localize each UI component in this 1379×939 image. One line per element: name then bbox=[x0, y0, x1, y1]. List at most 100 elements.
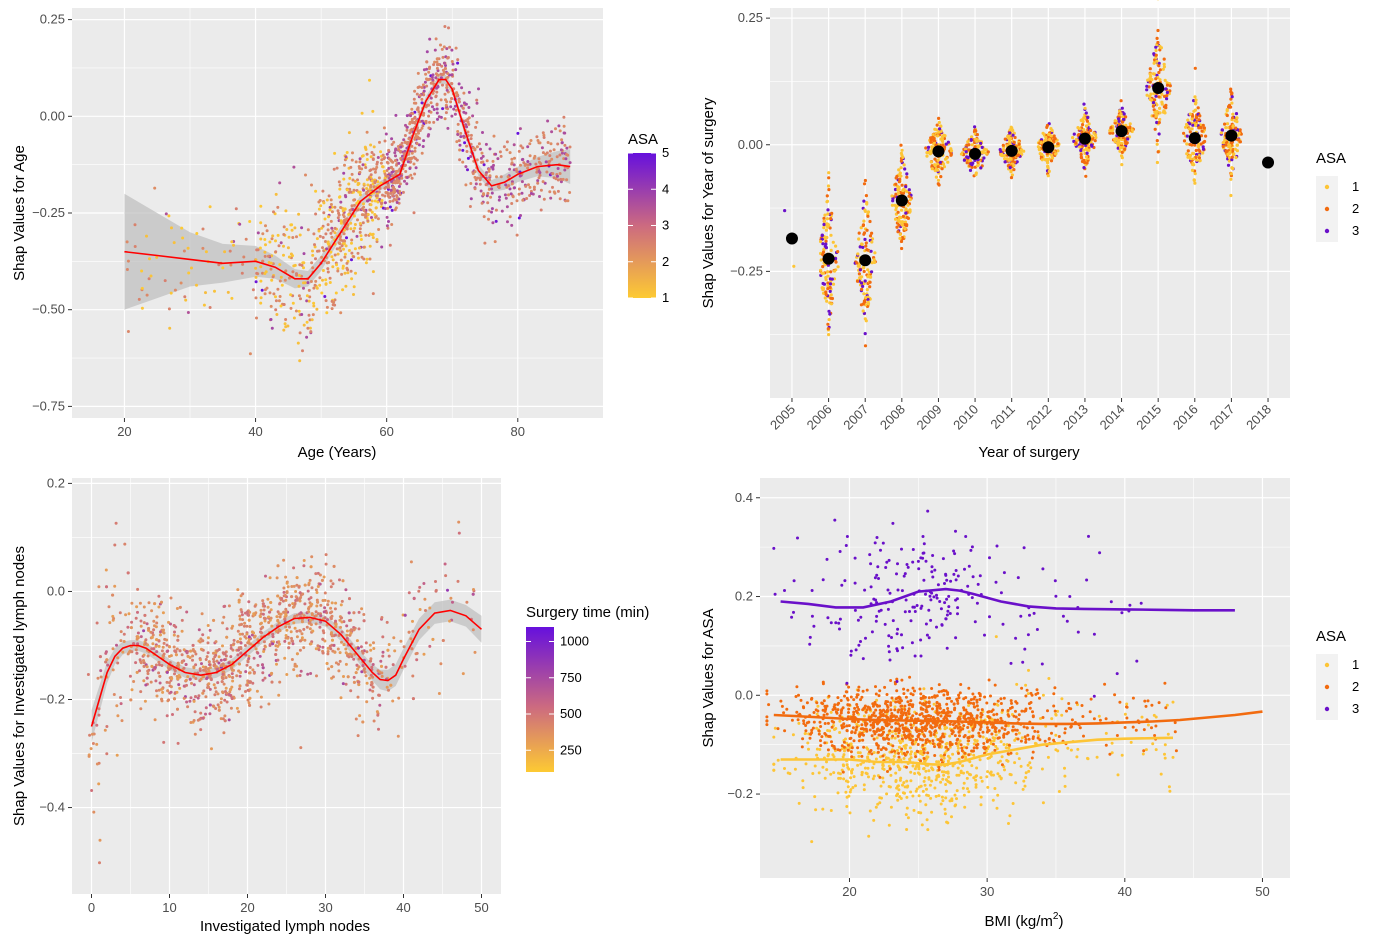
point-year-2016 bbox=[1185, 134, 1189, 138]
point-year-2014 bbox=[1108, 129, 1112, 133]
point-year-2014 bbox=[1130, 128, 1134, 132]
point-lymph bbox=[139, 707, 143, 711]
point-lymph bbox=[298, 612, 302, 616]
point-asa-1 bbox=[887, 823, 891, 827]
point-year-2013 bbox=[1089, 128, 1093, 133]
point-year-2017 bbox=[1238, 140, 1242, 144]
point-lymph bbox=[201, 675, 205, 679]
point-age bbox=[229, 263, 233, 267]
point-lymph bbox=[422, 652, 426, 656]
point-year-2008 bbox=[897, 187, 901, 191]
legend-key-1 bbox=[1324, 184, 1330, 190]
point-age bbox=[137, 297, 141, 301]
point-lymph bbox=[443, 562, 447, 566]
point-age bbox=[464, 165, 468, 169]
panel-year-bg bbox=[770, 8, 1290, 398]
point-age bbox=[287, 235, 291, 239]
point-age bbox=[473, 187, 477, 191]
point-age bbox=[263, 250, 267, 254]
point-age bbox=[379, 150, 383, 154]
point-asa-1 bbox=[860, 770, 864, 774]
point-lymph bbox=[208, 703, 212, 707]
point-lymph bbox=[266, 597, 270, 601]
point-age bbox=[405, 114, 409, 118]
point-year-2017 bbox=[1221, 141, 1225, 145]
point-lymph bbox=[223, 651, 227, 655]
point-year-2006 bbox=[826, 274, 830, 278]
point-age bbox=[450, 60, 454, 63]
point-age bbox=[350, 258, 353, 262]
point-year-2015 bbox=[1161, 67, 1165, 71]
point-year-2009 bbox=[942, 165, 947, 169]
point-lymph bbox=[92, 810, 96, 814]
point-lymph bbox=[252, 656, 256, 660]
point-lymph bbox=[411, 619, 414, 623]
point-year-2008 bbox=[903, 227, 907, 231]
point-age bbox=[336, 252, 340, 256]
point-lymph bbox=[330, 665, 334, 669]
point-lymph bbox=[239, 641, 243, 645]
point-year-2009 bbox=[944, 156, 949, 160]
point-year-2015 bbox=[1158, 78, 1162, 82]
point-lymph bbox=[334, 661, 338, 665]
point-year-2017 bbox=[1238, 128, 1242, 132]
point-year-2010 bbox=[979, 166, 983, 170]
point-lymph bbox=[268, 576, 272, 580]
panel-bmi-bg bbox=[760, 478, 1290, 878]
point-lymph bbox=[428, 606, 432, 610]
point-age bbox=[420, 119, 424, 123]
point-age bbox=[445, 83, 449, 87]
point-age bbox=[223, 250, 227, 254]
point-age bbox=[369, 185, 373, 189]
point-age bbox=[338, 238, 342, 241]
point-year-2008 bbox=[893, 187, 898, 192]
point-age bbox=[324, 282, 328, 286]
point-lymph bbox=[264, 574, 267, 578]
point-year-2017 bbox=[1229, 97, 1233, 101]
point-age bbox=[389, 191, 393, 195]
point-year-2016 bbox=[1194, 148, 1198, 153]
point-lymph bbox=[326, 652, 330, 656]
point-lymph bbox=[135, 637, 139, 641]
point-age bbox=[277, 299, 281, 303]
point-age bbox=[312, 301, 316, 305]
point-age bbox=[370, 179, 374, 183]
point-age bbox=[435, 66, 439, 70]
point-lymph bbox=[247, 635, 251, 639]
point-age bbox=[269, 318, 273, 321]
point-year-2006 bbox=[825, 299, 829, 303]
point-lymph bbox=[310, 555, 314, 559]
point-age bbox=[270, 254, 274, 258]
point-asa-1 bbox=[959, 771, 963, 775]
point-age bbox=[554, 177, 558, 181]
point-age bbox=[317, 229, 321, 233]
x-tick-label: 30 bbox=[318, 900, 332, 915]
point-lymph bbox=[236, 653, 240, 657]
point-year-2015 bbox=[1157, 106, 1162, 110]
point-year-2009 bbox=[937, 116, 941, 120]
point-lymph bbox=[136, 631, 140, 635]
point-lymph bbox=[200, 612, 204, 616]
point-lymph bbox=[267, 615, 271, 619]
point-age bbox=[458, 143, 462, 147]
point-age bbox=[562, 124, 566, 128]
point-year-2006 bbox=[827, 171, 831, 175]
point-age bbox=[341, 288, 345, 292]
point-age bbox=[532, 185, 536, 189]
point-year-2017 bbox=[1227, 105, 1231, 109]
point-asa-1 bbox=[874, 805, 878, 809]
point-age bbox=[201, 227, 205, 231]
point-age bbox=[379, 181, 383, 185]
point-year-2008 bbox=[895, 174, 899, 179]
point-year-2007 bbox=[865, 201, 869, 205]
point-asa-1 bbox=[947, 775, 950, 779]
point-age bbox=[515, 170, 519, 173]
point-lymph bbox=[298, 674, 302, 677]
point-year-2008 bbox=[901, 214, 906, 218]
point-lymph bbox=[244, 636, 248, 640]
point-lymph bbox=[307, 607, 311, 611]
point-age bbox=[383, 156, 387, 160]
y-tick-label: 0.0 bbox=[47, 583, 65, 598]
point-lymph bbox=[300, 620, 304, 624]
point-lymph bbox=[357, 683, 361, 687]
